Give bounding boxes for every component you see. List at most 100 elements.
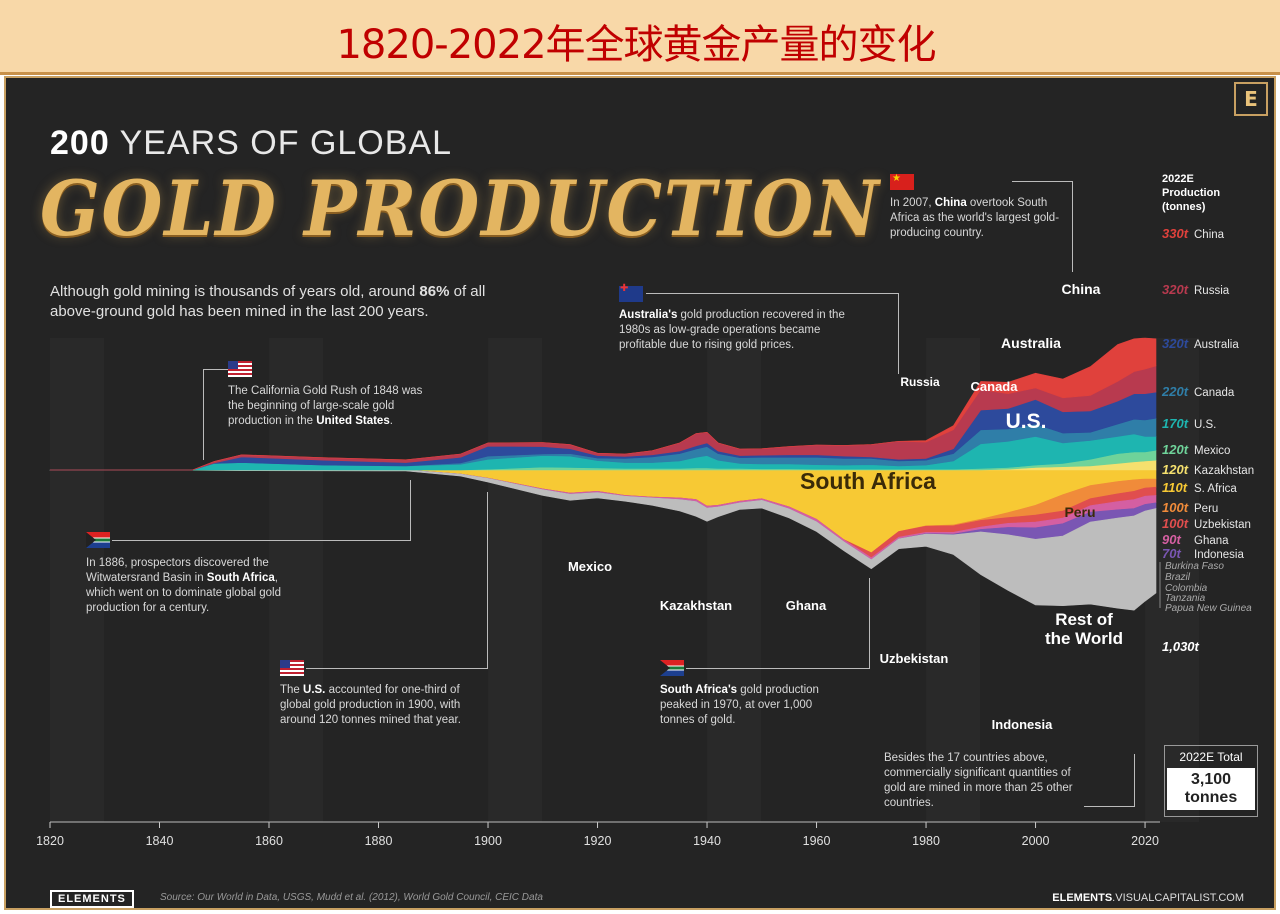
legend-item: 1,030t [1162, 639, 1200, 654]
legend-title-line: (tonnes) [1162, 201, 1206, 213]
annotation-witwatersrand-post: , which went on to dominate global gold … [86, 572, 281, 614]
legend-item: 120t Kazakhstan [1162, 462, 1254, 477]
legend-label: Brazil [1165, 572, 1191, 583]
annotation-sa1970-post: gold production peaked in 1970, at over … [660, 684, 819, 726]
grid-band [598, 338, 652, 822]
south-africa-flag-icon-1970 [660, 660, 684, 676]
us-flag-icon-1848 [228, 361, 252, 377]
total-label: 2022E Total [1179, 750, 1243, 764]
legend-value: 100t [1162, 500, 1189, 515]
area-label-ghana: Ghana [786, 598, 827, 613]
legend-item: 120t Mexico [1162, 442, 1230, 457]
california-leader-line [203, 369, 228, 460]
intro-text: Although gold mining is thousands of yea… [50, 282, 520, 322]
legend-item: 110t S. Africa [1162, 480, 1237, 495]
legend-item: 100t Uzbekistan [1162, 516, 1251, 531]
us-flag-icon-1900 [280, 660, 304, 676]
total-value-box: 3,100 tonnes [1167, 768, 1255, 810]
area-label-rest_l1: Rest of [1055, 610, 1113, 629]
area-label-peru: Peru [1064, 504, 1095, 520]
australia-leader-line [646, 293, 899, 374]
annotation-us1900-post: accounted for one-third of global gold p… [280, 684, 461, 726]
legend-item: 320t Russia [1162, 282, 1230, 297]
area-label-mexico: Mexico [568, 559, 612, 574]
x-tick-label: 2020 [1131, 834, 1159, 848]
area-label-canada: Canada [971, 379, 1019, 394]
annotation-australia-post: gold production recovered in the 1980s a… [619, 309, 845, 351]
infographic-panel: E 200 YEARS OF GLOBAL GOLD PRODUCTION Al… [4, 76, 1276, 910]
legend-item: Tanzania [1165, 593, 1206, 604]
annotation-witwatersrand-pre: In 1886, prospectors discovered the Witw… [86, 557, 269, 584]
legend-item: 100t Peru [1162, 500, 1218, 515]
visualcapitalist-url: ELEMENTS.VISUALCAPITALIST.COM [1052, 892, 1244, 904]
legend-label: China [1194, 229, 1225, 241]
intro-pre: Although gold mining is thousands of yea… [50, 283, 420, 300]
annotation-other-countries: Besides the 17 countries above, commerci… [884, 752, 1073, 809]
legend-item: 170t U.S. [1162, 416, 1216, 431]
china-leader-line [1012, 181, 1073, 272]
total-unit: tonnes [1184, 789, 1238, 806]
legend-value: 120t [1162, 442, 1189, 457]
legend-value: 1,030t [1162, 639, 1200, 654]
annotation-china: In 2007, China overtook South Africa as … [890, 196, 1070, 241]
us1900-leader-line [306, 492, 488, 669]
legend-value: 110t [1162, 480, 1188, 495]
legend-item: 90t Ghana [1162, 532, 1229, 547]
elements-footer-logo: ELEMENTS [50, 890, 134, 908]
annotation-us1900-pre: The [280, 684, 304, 696]
legend-label: Australia [1194, 339, 1239, 351]
x-tick-label: 1900 [474, 834, 502, 848]
legend-label: Burkina Faso [1165, 561, 1224, 572]
legend-label: Indonesia [1194, 549, 1244, 561]
legend-label: Tanzania [1165, 593, 1206, 604]
legend-title-line: 2022E [1162, 173, 1194, 185]
legend-value: 170t [1162, 416, 1189, 431]
legend-label: Peru [1194, 503, 1218, 515]
source-note: Source: Our World in Data, USGS, Mudd et… [160, 892, 543, 903]
x-tick-label: 1940 [693, 834, 721, 848]
legend-item: 330t China [1162, 226, 1225, 241]
x-tick-label: 1920 [584, 834, 612, 848]
area-rest-of-the-world [49, 469, 1157, 611]
others-leader-line [1084, 754, 1135, 807]
annotation-china-post: overtook South Africa as the world's lar… [890, 197, 1060, 239]
legend-title: 2022E Production (tonnes) [1162, 173, 1220, 213]
area-label-uzbekistan: Uzbekistan [880, 651, 949, 666]
stacked-area-chart: 1820 1840 1860 1880 1900 1920 1940 1960 1980 2000… [36, 173, 1254, 848]
annotation-us1900-bold: U.S. [303, 684, 326, 696]
annotation-china-bold: China [934, 197, 967, 209]
annotation-australia-bold: Australia's [619, 309, 678, 321]
legend-item: Burkina Faso [1165, 561, 1224, 572]
area-label-china: China [1062, 281, 1101, 297]
legend-label: Colombia [1165, 583, 1208, 594]
legend-label: S. Africa [1194, 483, 1237, 495]
x-tick-label: 1840 [146, 834, 174, 848]
chart-areas [49, 337, 1157, 611]
annotation-us-1900: The U.S. accounted for one-third of glob… [280, 683, 490, 728]
china-flag-icon [890, 173, 914, 190]
annotation-south-africa-1970: South Africa's gold production peaked in… [660, 683, 830, 728]
header-years-bold: 200 [50, 124, 110, 162]
legend-item: 320t Australia [1162, 336, 1239, 351]
header-years-rest: YEARS OF GLOBAL [119, 124, 453, 162]
legend-value: 220t [1161, 384, 1189, 399]
annotation-sa1970-bold: South Africa's [660, 684, 738, 696]
witwatersrand-leader-line [112, 480, 411, 541]
annotation-china-pre: In 2007, [890, 197, 935, 209]
legend-item: 70t Indonesia [1162, 546, 1244, 561]
annotation-california-pre: The California Gold Rush of 1848 was the… [228, 385, 423, 427]
x-tick-label: 2000 [1022, 834, 1050, 848]
url-bold: ELEMENTS [1052, 892, 1113, 904]
annotation-california-post: . [389, 415, 393, 427]
legend-value: 70t [1162, 546, 1181, 561]
sa1970-leader-line [686, 578, 870, 669]
area-label-russia: Russia [900, 375, 940, 389]
x-tick-label: 1880 [365, 834, 393, 848]
chart-legend: 2022E Production (tonnes) 330t China 320t Russ… [1159, 173, 1254, 654]
intro-bold: 86% [419, 283, 450, 300]
x-tick-label: 1980 [912, 834, 940, 848]
total-2022-box: 2022E Total 3,100 tonnes [1164, 745, 1258, 817]
banner-title: 1820-2022年全球黄金产量的变化 [336, 22, 936, 68]
x-tick-label: 1960 [803, 834, 831, 848]
top-banner: 1820-2022年全球黄金产量的变化 [0, 0, 1280, 75]
